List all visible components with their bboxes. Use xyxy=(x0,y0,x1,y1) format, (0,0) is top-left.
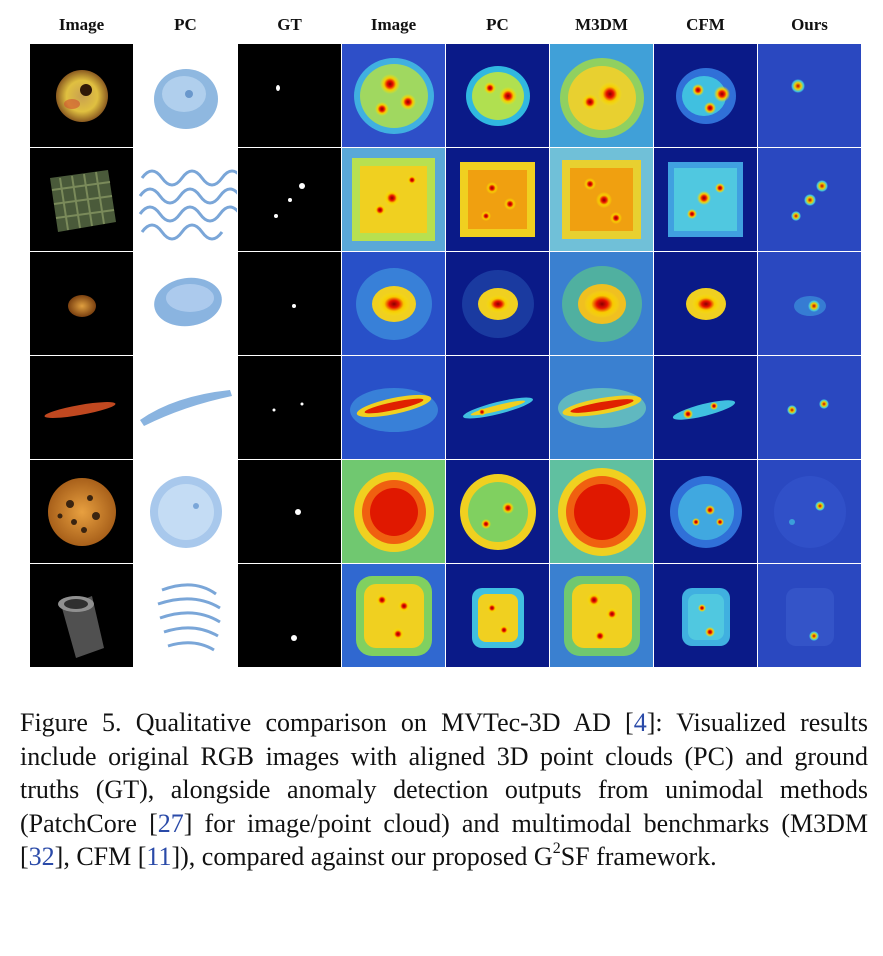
row-carrot-image xyxy=(30,356,133,459)
citation-link[interactable]: 32 xyxy=(28,842,55,871)
row-tire-heat-image xyxy=(342,564,445,667)
row-tire-heat-cfm xyxy=(654,564,757,667)
row-grid-gt xyxy=(238,148,341,251)
row-tire-pc xyxy=(134,564,237,667)
row-potato-gt xyxy=(238,252,341,355)
row-tire-image xyxy=(30,564,133,667)
row-potato-heat-m3dm xyxy=(550,252,653,355)
citation-link[interactable]: 4 xyxy=(633,708,647,737)
row-carrot-gt xyxy=(238,356,341,459)
col-header-ours: Ours xyxy=(791,15,828,34)
citation-link[interactable]: 11 xyxy=(146,842,172,871)
row-grid-heat-image xyxy=(342,148,445,251)
row-tire-gt xyxy=(238,564,341,667)
row-tire-heat-pc xyxy=(446,564,549,667)
qualitative-figure: Image PC GT Image PC M3DM CFM Ours xyxy=(30,0,865,672)
row-grid-pc xyxy=(134,148,237,251)
row-carrot-pc xyxy=(134,356,237,459)
row-bagel-gt xyxy=(238,44,341,147)
col-header-gt: GT xyxy=(277,15,302,34)
row-carrot-heat-m3dm xyxy=(550,356,653,459)
col-header-pc: PC xyxy=(174,15,197,34)
row-potato-heat-pc xyxy=(446,252,549,355)
row-grid-heat-m3dm xyxy=(550,148,653,251)
row-bagel-heat-pc xyxy=(446,44,549,147)
row-cookie-heat-cfm xyxy=(654,460,757,563)
citation-link[interactable]: 27 xyxy=(157,808,184,838)
row-cookie-gt xyxy=(238,460,341,563)
row-carrot-heat-cfm xyxy=(654,356,757,459)
col-header-image: Image xyxy=(58,15,105,34)
row-bagel-image xyxy=(30,44,133,147)
row-cookie-heat-image xyxy=(342,460,445,563)
row-tire-heat-m3dm xyxy=(550,564,653,667)
row-bagel-heat-ours xyxy=(758,44,861,147)
row-grid-heat-cfm xyxy=(654,148,757,251)
row-bagel-heat-image xyxy=(342,44,445,147)
row-potato-pc xyxy=(134,252,237,355)
row-cookie-heat-ours xyxy=(758,460,861,563)
col-header-cfm: CFM xyxy=(686,15,725,34)
superscript: 2 xyxy=(552,840,561,858)
row-cookie-image xyxy=(30,460,133,563)
row-potato-image xyxy=(30,252,133,355)
figure-caption: Figure 5. Qualitative comparison on MVTe… xyxy=(20,708,869,871)
col-header-m3dm: M3DM xyxy=(575,15,628,34)
row-carrot-heat-ours xyxy=(758,356,861,459)
row-bagel-heat-m3dm xyxy=(550,44,653,147)
row-bagel-heat-cfm xyxy=(654,44,757,147)
row-potato-heat-ours xyxy=(758,252,861,355)
col-header-pc-heatmap: PC xyxy=(486,15,509,34)
row-carrot-heat-pc xyxy=(446,356,549,459)
row-bagel-pc xyxy=(134,44,237,147)
row-cookie-heat-m3dm xyxy=(550,460,653,563)
row-cookie-pc xyxy=(134,460,237,563)
col-header-image-heatmap: Image xyxy=(370,15,417,34)
row-cookie-heat-pc xyxy=(446,460,549,563)
row-grid-image xyxy=(30,148,133,251)
row-potato-heat-image xyxy=(342,252,445,355)
caption-label: Figure 5. xyxy=(20,708,122,737)
row-tire-heat-ours xyxy=(758,564,861,667)
row-carrot-heat-image xyxy=(342,356,445,459)
row-grid-heat-ours xyxy=(758,148,861,251)
row-grid-heat-pc xyxy=(446,148,549,251)
row-potato-heat-cfm xyxy=(654,252,757,355)
